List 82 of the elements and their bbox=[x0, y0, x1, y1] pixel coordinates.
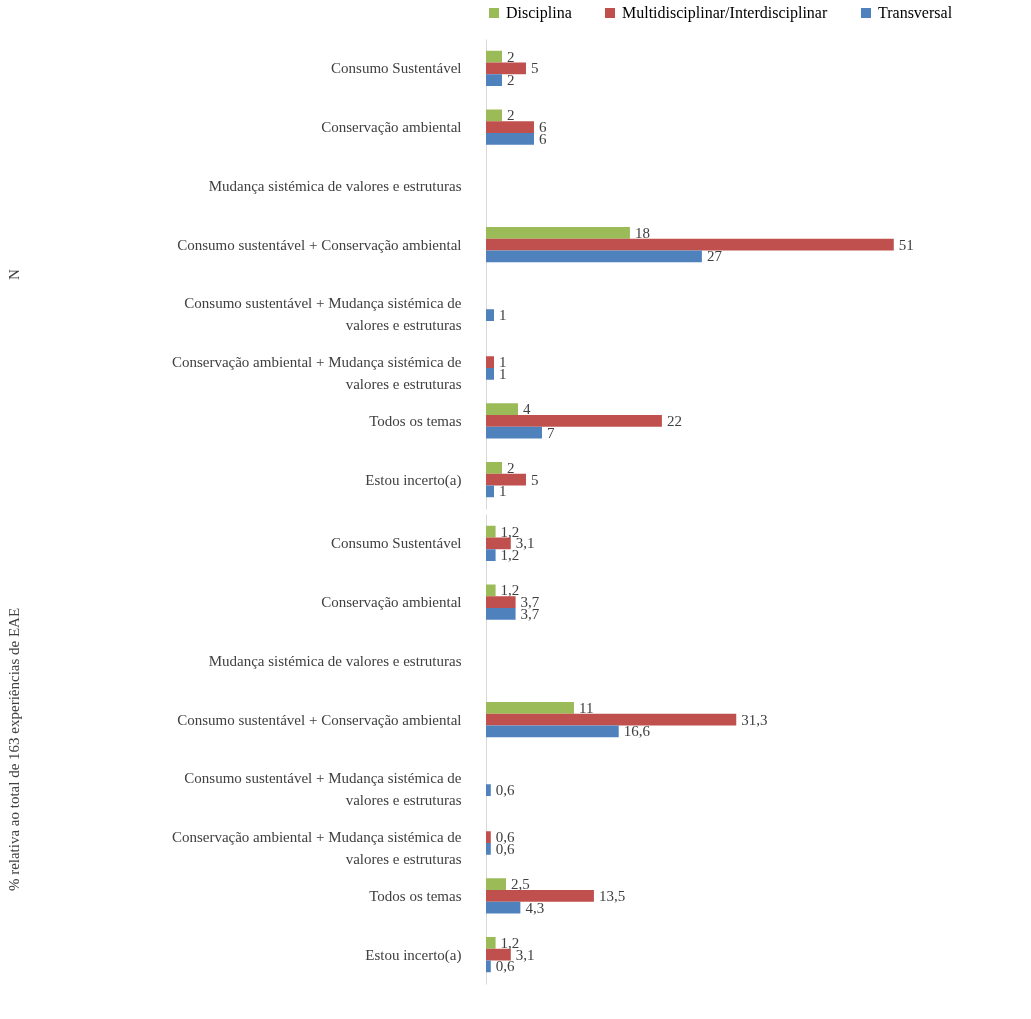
bar bbox=[486, 843, 491, 855]
bar bbox=[486, 831, 491, 843]
bar bbox=[486, 473, 526, 486]
bar bbox=[486, 121, 534, 133]
bar bbox=[486, 309, 494, 321]
bar bbox=[486, 485, 494, 498]
y-tick-label: Conservação ambiental bbox=[321, 119, 462, 136]
data-label: 2,5 bbox=[510, 876, 530, 893]
data-label: 5 bbox=[530, 471, 539, 488]
data-label: 51 bbox=[898, 236, 914, 253]
bar bbox=[486, 549, 496, 561]
data-label: 0,6 bbox=[495, 782, 516, 799]
y-tick-label: Consumo sustentável + Mudança sistémica de valores e estruturas bbox=[184, 295, 462, 334]
bar bbox=[486, 890, 594, 902]
data-label: 2 bbox=[506, 459, 515, 476]
legend-label: Disciplina bbox=[506, 4, 572, 22]
bar bbox=[486, 948, 511, 961]
bar bbox=[486, 462, 502, 474]
data-label: 7 bbox=[546, 424, 555, 441]
y-tick-label: Consumo Sustentável bbox=[331, 60, 462, 77]
data-label: 5 bbox=[530, 60, 539, 77]
y-tick-label: Estou incerto(a) bbox=[365, 471, 462, 489]
bar bbox=[486, 50, 502, 63]
data-label: 0,6 bbox=[495, 958, 516, 975]
y-tick-label: Conservação ambiental bbox=[321, 594, 462, 611]
y-tick-label: Consumo sustentável + Mudança sistémica de valores e estruturas bbox=[184, 770, 462, 809]
y-axis-title: N bbox=[5, 268, 22, 280]
data-label: 1,2 bbox=[500, 547, 520, 564]
bar bbox=[486, 250, 702, 263]
data-label: 18 bbox=[634, 224, 650, 241]
data-label: 4,3 bbox=[525, 899, 545, 916]
data-label: 1 bbox=[499, 307, 507, 324]
bar bbox=[486, 608, 516, 620]
y-tick-label: Conservação ambiental + Mudança sistémica de valores e estruturas bbox=[171, 354, 462, 393]
y-tick-label: Consumo Sustentável bbox=[331, 535, 462, 552]
bar bbox=[486, 960, 491, 973]
bar bbox=[486, 368, 494, 380]
data-label: 1 bbox=[499, 483, 507, 500]
data-label: 13,5 bbox=[598, 887, 626, 904]
legend-label: Multidisciplinar/Interdisciplinar bbox=[622, 4, 828, 22]
data-label: 16,6 bbox=[623, 723, 651, 740]
bar bbox=[486, 584, 496, 597]
bar bbox=[486, 725, 619, 738]
y-tick-label: Mudança sistémica de valores e estruturas bbox=[208, 177, 462, 194]
bar bbox=[486, 702, 574, 714]
bar bbox=[486, 784, 491, 796]
data-label: 1,2 bbox=[500, 523, 520, 540]
bar bbox=[486, 415, 662, 427]
bar bbox=[486, 596, 516, 608]
bar bbox=[486, 525, 496, 538]
bar bbox=[486, 901, 521, 914]
y-tick-label: Estou incerto(a) bbox=[365, 946, 462, 964]
y-tick-label: Consumo sustentável + Conservação ambiental bbox=[177, 236, 462, 253]
data-label: 31,3 bbox=[741, 711, 768, 728]
bar bbox=[486, 937, 496, 949]
bar bbox=[486, 133, 534, 145]
data-label: 22 bbox=[666, 412, 682, 429]
data-label: 2 bbox=[506, 72, 515, 89]
data-label: 2 bbox=[506, 107, 515, 124]
data-label: 27 bbox=[706, 248, 723, 265]
data-label: 11 bbox=[578, 699, 594, 716]
bar bbox=[486, 537, 511, 550]
y-tick-label: Todos os temas bbox=[369, 412, 462, 429]
y-tick-label: Mudança sistémica de valores e estruturas bbox=[208, 652, 462, 669]
bar bbox=[486, 227, 630, 239]
bar bbox=[486, 238, 894, 251]
bar bbox=[486, 426, 542, 439]
y-tick-label: Consumo sustentável + Conservação ambiental bbox=[177, 711, 462, 728]
y-tick-label: Conservação ambiental + Mudança sistémica de valores e estruturas bbox=[171, 829, 462, 868]
data-label: 1,2 bbox=[500, 582, 520, 599]
bar bbox=[486, 403, 518, 415]
bar bbox=[486, 878, 506, 890]
bar bbox=[486, 74, 502, 86]
bar bbox=[486, 356, 494, 368]
y-axis-title: % relativa ao total de 163 experiências de EAE bbox=[5, 607, 22, 892]
bar bbox=[486, 109, 502, 122]
legend-label: Transversal bbox=[878, 4, 953, 21]
bar bbox=[486, 713, 737, 726]
data-label: 4 bbox=[522, 401, 531, 418]
bar bbox=[486, 62, 526, 75]
y-tick-label: Todos os temas bbox=[369, 887, 462, 904]
data-label: 2 bbox=[506, 48, 515, 65]
